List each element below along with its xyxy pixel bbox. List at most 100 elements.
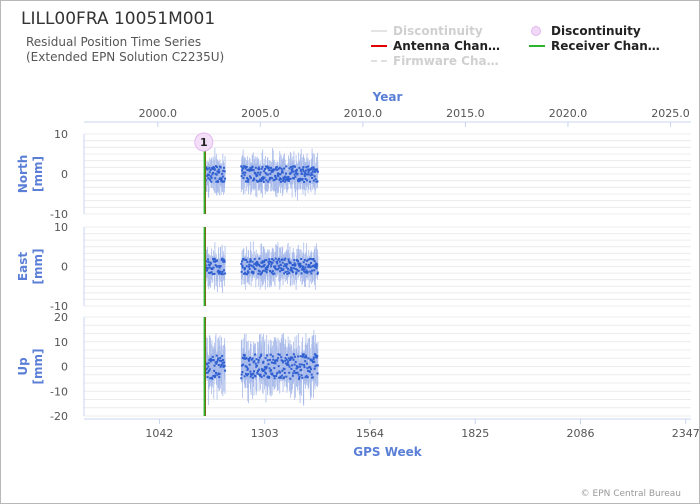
data-point xyxy=(309,368,312,371)
data-point xyxy=(263,366,266,369)
data-point xyxy=(284,178,287,181)
data-point xyxy=(214,177,217,180)
y-tick-label: -20 xyxy=(50,410,68,423)
data-point xyxy=(243,258,246,261)
data-point xyxy=(241,260,244,263)
data-point xyxy=(262,176,265,179)
legend-firmware-change[interactable]: Firmware Cha… xyxy=(371,54,499,68)
data-point xyxy=(311,177,314,180)
data-point xyxy=(207,365,210,368)
data-point xyxy=(271,261,274,264)
data-point xyxy=(300,368,303,371)
data-point xyxy=(207,177,210,180)
data-point xyxy=(211,267,214,270)
data-point xyxy=(218,359,221,362)
data-point xyxy=(299,365,302,368)
data-point xyxy=(278,172,281,175)
data-point xyxy=(256,370,259,373)
data-point xyxy=(248,358,251,361)
legend-receiver-change[interactable]: Receiver Chan… xyxy=(529,39,660,53)
data-point xyxy=(208,171,211,174)
data-point xyxy=(310,272,313,275)
data-point xyxy=(256,371,259,374)
data-point xyxy=(209,175,212,178)
data-point xyxy=(254,172,257,175)
data-point xyxy=(246,368,249,371)
data-point xyxy=(223,361,226,364)
data-point xyxy=(263,170,266,173)
data-point xyxy=(279,180,282,183)
data-point xyxy=(263,368,266,371)
data-point xyxy=(287,260,290,263)
top-axis-tick-label: 2000.0 xyxy=(139,107,178,120)
data-point xyxy=(287,364,290,367)
data-point xyxy=(210,176,213,179)
data-point xyxy=(302,170,305,173)
data-point xyxy=(266,268,269,271)
data-point xyxy=(292,358,295,361)
data-point xyxy=(271,177,274,180)
data-point xyxy=(283,272,286,275)
data-point xyxy=(267,260,270,263)
y-axis-title: East xyxy=(16,252,30,281)
data-point xyxy=(284,359,287,362)
data-point xyxy=(286,263,289,266)
data-point xyxy=(218,266,221,269)
legend-label: Antenna Chan… xyxy=(393,39,501,53)
data-point xyxy=(254,166,257,169)
data-point xyxy=(292,353,295,356)
data-point xyxy=(314,264,317,267)
data-point xyxy=(254,353,257,356)
data-point xyxy=(273,168,276,171)
data-point xyxy=(242,176,245,179)
data-point xyxy=(305,374,308,377)
data-point xyxy=(246,168,249,171)
y-tick-label: 20 xyxy=(54,311,68,324)
data-point xyxy=(242,167,245,170)
data-point xyxy=(220,177,223,180)
data-point xyxy=(258,356,261,359)
data-point xyxy=(292,372,295,375)
legend-discontinuity-line[interactable]: Discontinuity xyxy=(371,24,483,38)
data-point xyxy=(209,178,212,181)
data-point xyxy=(302,261,305,264)
data-point xyxy=(248,267,251,270)
discontinuity-marker-label: 1 xyxy=(200,136,208,149)
data-point xyxy=(277,258,280,261)
legend-discontinuity-marker[interactable]: Discontinuity xyxy=(529,24,641,38)
legend-antenna-change[interactable]: Antenna Chan… xyxy=(371,39,500,53)
data-point xyxy=(267,363,270,366)
data-point xyxy=(285,266,288,269)
data-point xyxy=(278,376,281,379)
data-point xyxy=(206,363,209,366)
data-point xyxy=(206,173,209,176)
data-point xyxy=(209,377,212,380)
data-point xyxy=(206,168,209,171)
data-point xyxy=(208,271,211,274)
data-point xyxy=(253,370,256,373)
data-point xyxy=(240,373,243,376)
data-point xyxy=(211,173,214,176)
data-point xyxy=(220,179,223,182)
data-point xyxy=(206,258,209,261)
data-point xyxy=(278,178,281,181)
data-point xyxy=(246,177,249,180)
y-axis-unit: [mm] xyxy=(31,349,45,385)
data-point xyxy=(205,269,208,272)
data-point xyxy=(222,358,225,361)
data-point xyxy=(245,258,248,261)
data-point xyxy=(312,166,315,169)
data-point xyxy=(255,173,258,176)
data-point xyxy=(287,180,290,183)
data-point xyxy=(316,169,319,172)
data-point xyxy=(298,363,301,366)
data-point xyxy=(250,169,253,172)
data-point xyxy=(265,173,268,176)
y-axis-title: Up xyxy=(16,357,30,376)
data-point xyxy=(315,262,318,265)
data-point xyxy=(251,165,254,168)
data-point xyxy=(293,259,296,262)
data-point xyxy=(266,166,269,169)
data-point xyxy=(260,177,263,180)
data-point xyxy=(209,262,212,265)
